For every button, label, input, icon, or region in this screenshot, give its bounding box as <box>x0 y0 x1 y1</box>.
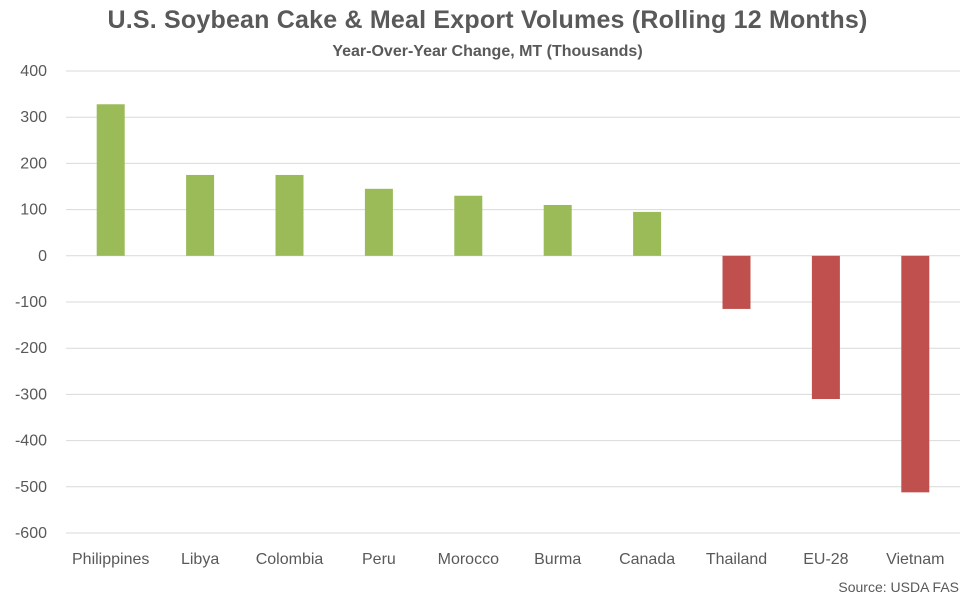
bar-vietnam <box>901 255 930 493</box>
y-tick-label: -600 <box>15 525 47 542</box>
bars <box>96 104 930 493</box>
bar-thailand <box>722 255 751 309</box>
chart-title: U.S. Soybean Cake & Meal Export Volumes … <box>107 6 868 34</box>
gridlines <box>66 70 960 534</box>
bar-colombia <box>275 174 304 256</box>
x-tick-label: Thailand <box>706 551 767 568</box>
x-tick-label: Morocco <box>438 551 499 568</box>
x-tick-label: Philippines <box>72 551 149 568</box>
x-tick-label: Canada <box>619 551 675 568</box>
bar-peru <box>364 188 393 256</box>
bar-philippines <box>96 104 125 256</box>
y-tick-label: 200 <box>20 155 47 172</box>
bar-eu-28 <box>811 255 840 400</box>
x-tick-label: Libya <box>181 551 219 568</box>
bar-canada <box>633 211 662 256</box>
x-tick-label: Colombia <box>256 551 324 568</box>
bar-burma <box>543 204 572 256</box>
y-axis-labels: 400 300 200 100 0 -100 -200 -300 -400 -500 -600 <box>15 63 47 542</box>
y-tick-label: 300 <box>20 109 47 126</box>
y-tick-label: 100 <box>20 202 47 219</box>
bar-libya <box>186 174 215 256</box>
x-axis-labels: Philippines Libya Colombia Peru Morocco Burma… <box>72 551 944 568</box>
x-tick-label: Vietnam <box>886 551 944 568</box>
y-tick-label: 400 <box>20 63 47 80</box>
y-tick-label: -300 <box>15 386 47 403</box>
y-tick-label: -200 <box>15 340 47 357</box>
x-tick-label: EU-28 <box>803 551 848 568</box>
x-tick-label: Peru <box>362 551 396 568</box>
source-note: Source: USDA FAS <box>838 579 959 595</box>
y-tick-label: -400 <box>15 433 47 450</box>
y-tick-label: -500 <box>15 479 47 496</box>
y-tick-label: 0 <box>38 248 47 265</box>
x-tick-label: Burma <box>534 551 581 568</box>
bar-morocco <box>454 195 483 256</box>
chart-subtitle: Year-Over-Year Change, MT (Thousands) <box>332 43 643 60</box>
y-tick-label: -100 <box>15 294 47 311</box>
